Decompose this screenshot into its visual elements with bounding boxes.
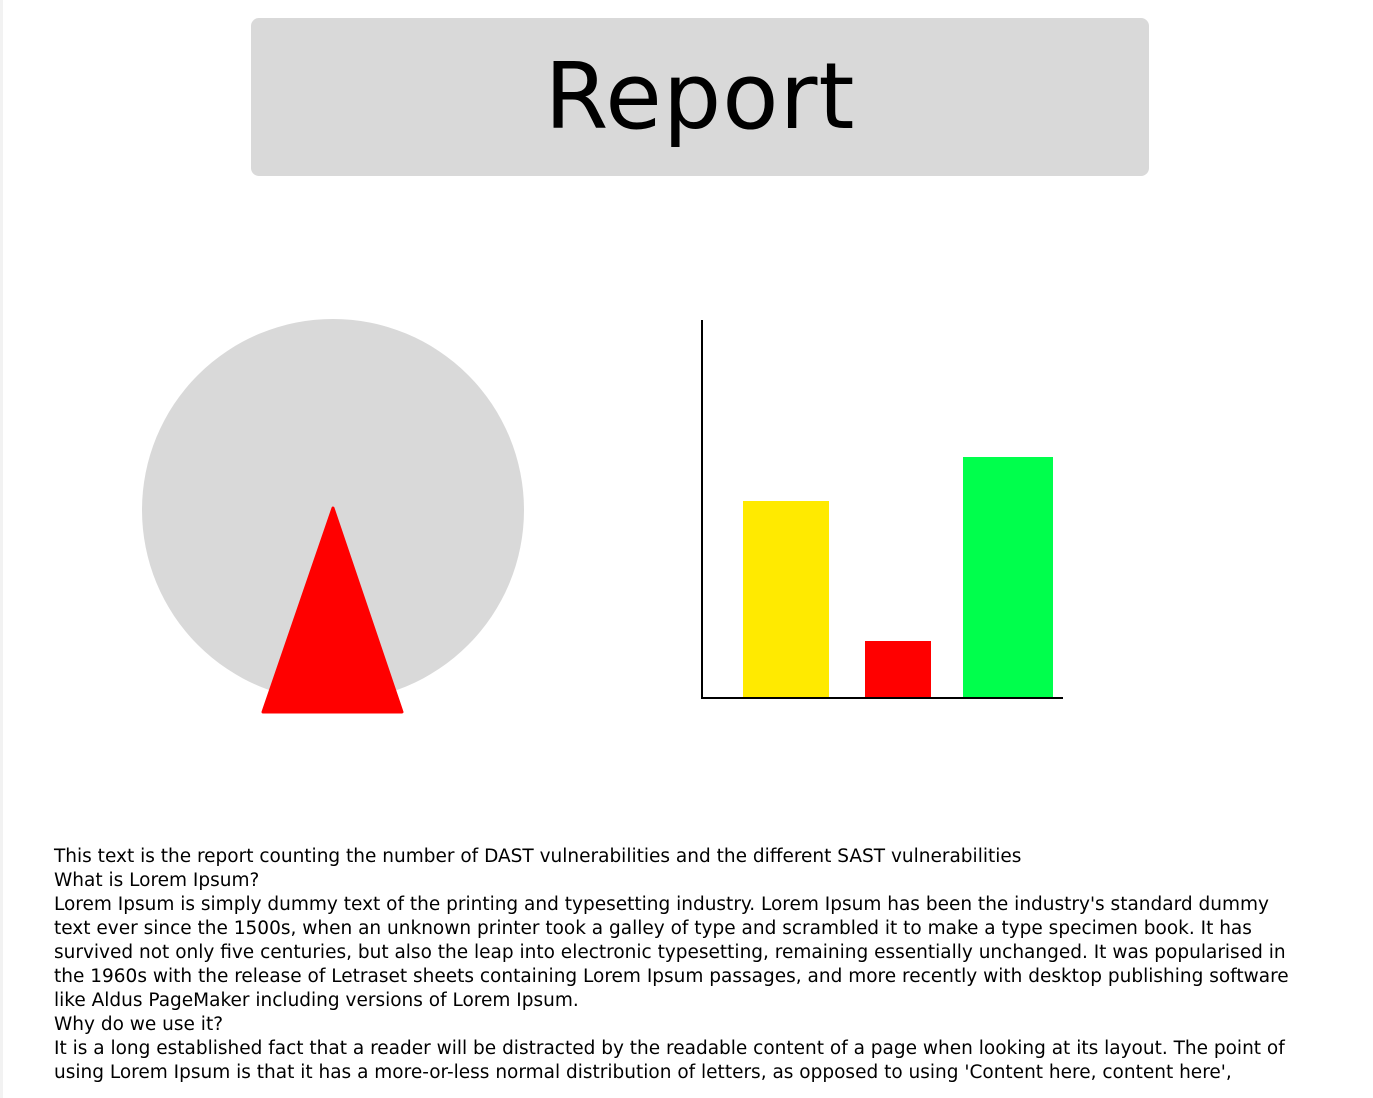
section-paragraph-lorem-ipsum: Lorem Ipsum is simply dummy text of the … (54, 894, 1289, 1011)
left-edge-divider (0, 0, 3, 1098)
bar-3 (963, 457, 1053, 697)
section-paragraph-why-use-it: It is a long established fact that a rea… (54, 1038, 1285, 1083)
report-body: This text is the report counting the num… (54, 845, 1294, 1085)
section-heading-what-is-lorem-ipsum: What is Lorem Ipsum? (54, 870, 260, 891)
page-title: Report (544, 43, 856, 150)
triangle-needle-icon (261, 506, 404, 714)
bars-group (743, 457, 1053, 697)
bar-2 (865, 641, 931, 697)
bar-chart (701, 320, 1063, 699)
header-banner: Report (251, 18, 1149, 176)
section-heading-why-use-it: Why do we use it? (54, 1014, 224, 1035)
gauge-widget (142, 319, 524, 714)
bar-1 (743, 501, 829, 697)
report-intro: This text is the report counting the num… (54, 846, 1022, 867)
